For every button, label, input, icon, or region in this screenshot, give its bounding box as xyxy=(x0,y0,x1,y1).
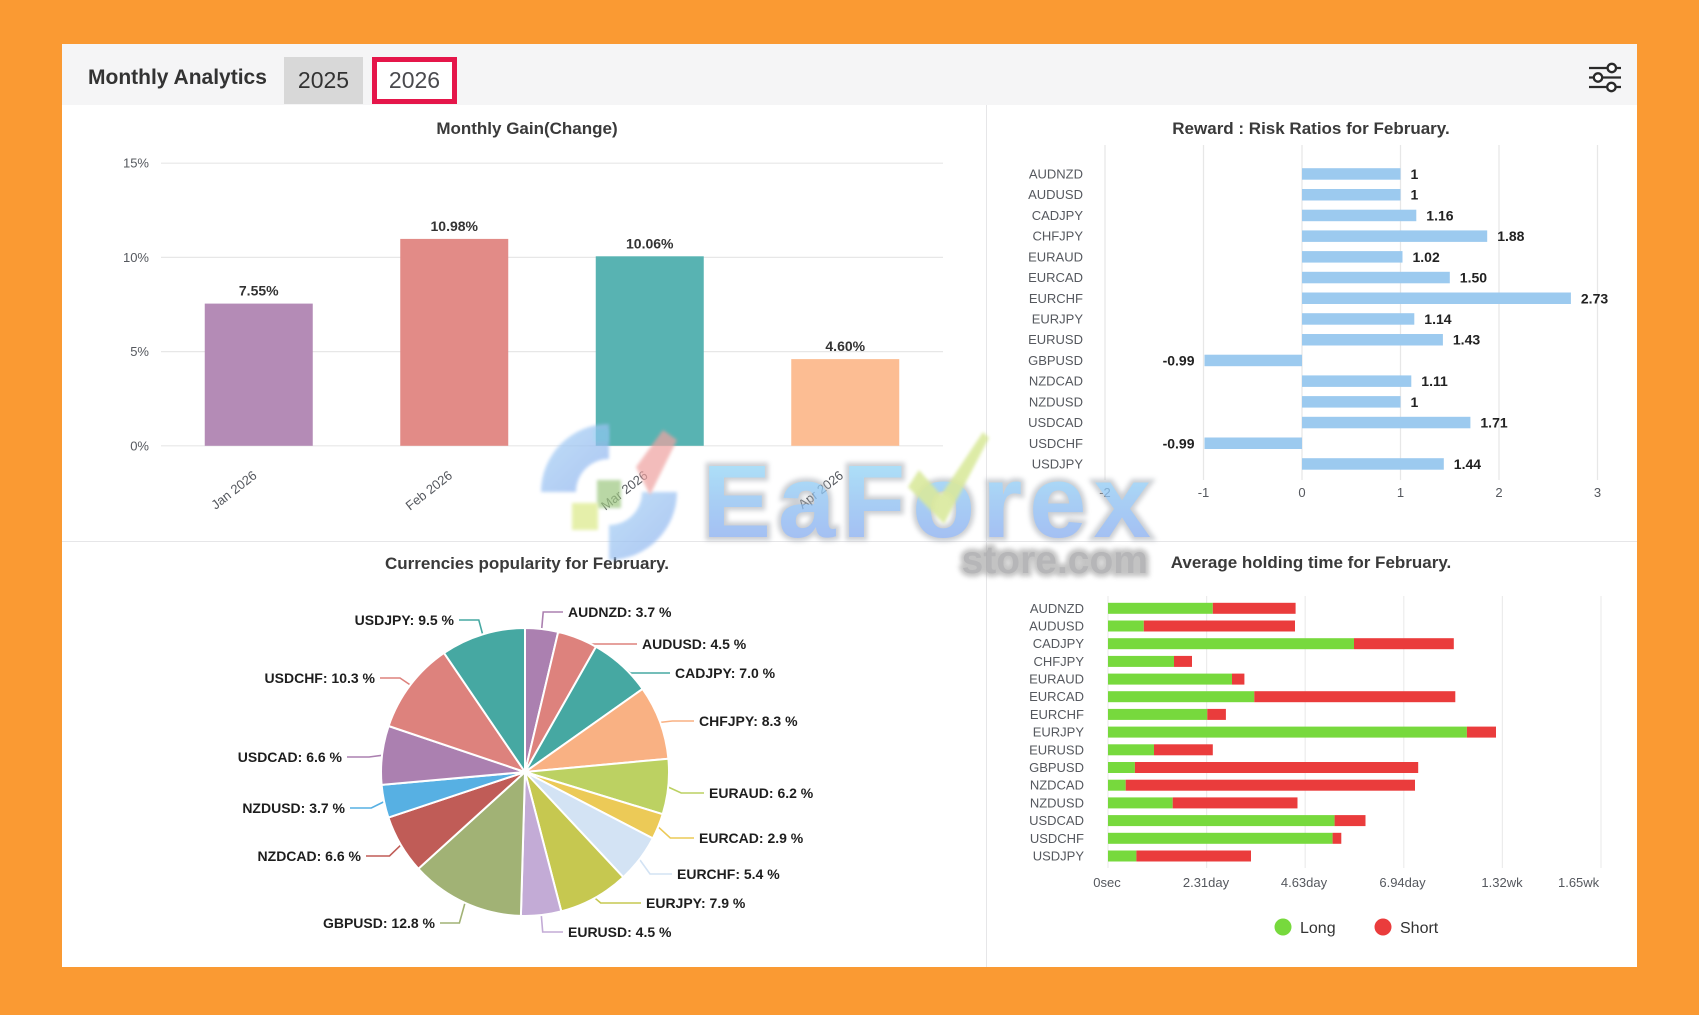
svg-text:EURJPY: EURJPY xyxy=(1032,312,1084,327)
svg-text:EURJPY: EURJPY xyxy=(1033,725,1085,740)
svg-text:NZDCAD: 6.6 %: NZDCAD: 6.6 % xyxy=(258,848,362,864)
svg-text:GBPUSD: GBPUSD xyxy=(1029,760,1084,775)
svg-text:10.06%: 10.06% xyxy=(626,235,674,251)
svg-text:CADJPY: CADJPY xyxy=(1032,208,1084,223)
svg-text:Reward : Risk Ratios for Febru: Reward : Risk Ratios for February. xyxy=(1172,119,1449,138)
svg-text:NZDCAD: NZDCAD xyxy=(1030,778,1084,793)
svg-text:1: 1 xyxy=(1411,187,1419,203)
svg-text:1.11: 1.11 xyxy=(1421,373,1448,389)
svg-text:USDCAD: 6.6 %: USDCAD: 6.6 % xyxy=(238,749,343,765)
svg-text:USDJPY: 9.5 %: USDJPY: 9.5 % xyxy=(355,612,455,628)
svg-text:GBPUSD: GBPUSD xyxy=(1028,353,1083,368)
svg-text:EURCAD: 2.9 %: EURCAD: 2.9 % xyxy=(699,830,804,846)
svg-text:EURCHF: EURCHF xyxy=(1030,707,1084,722)
svg-text:1.16: 1.16 xyxy=(1426,207,1453,223)
svg-text:1.14: 1.14 xyxy=(1424,311,1451,327)
svg-text:1.71: 1.71 xyxy=(1480,415,1507,431)
svg-text:Long: Long xyxy=(1300,920,1336,937)
svg-text:6.94day: 6.94day xyxy=(1379,875,1426,890)
svg-text:USDJPY: USDJPY xyxy=(1032,457,1084,472)
svg-text:Currencies popularity for Febr: Currencies popularity for February. xyxy=(385,554,669,573)
svg-text:EURCHF: 5.4 %: EURCHF: 5.4 % xyxy=(677,866,780,882)
svg-text:0sec: 0sec xyxy=(1093,875,1121,890)
svg-text:USDCAD: USDCAD xyxy=(1029,813,1084,828)
svg-text:-2: -2 xyxy=(1099,485,1111,500)
svg-text:NZDCAD: NZDCAD xyxy=(1029,374,1083,389)
svg-text:USDCHF: USDCHF xyxy=(1030,831,1084,846)
svg-text:1.02: 1.02 xyxy=(1413,249,1440,265)
svg-text:EURAUD: 6.2 %: EURAUD: 6.2 % xyxy=(709,785,814,801)
svg-text:store.com: store.com xyxy=(962,539,1148,582)
svg-text:EURUSD: EURUSD xyxy=(1029,742,1084,757)
svg-text:4.60%: 4.60% xyxy=(825,338,865,354)
svg-text:CHFJPY: 8.3 %: CHFJPY: 8.3 % xyxy=(699,713,798,729)
svg-text:CADJPY: CADJPY xyxy=(1033,636,1085,651)
svg-text:EURAUD: EURAUD xyxy=(1028,249,1083,264)
svg-text:EURUSD: EURUSD xyxy=(1028,332,1083,347)
svg-text:NZDUSD: NZDUSD xyxy=(1029,394,1083,409)
svg-text:NZDUSD: 3.7 %: NZDUSD: 3.7 % xyxy=(242,800,345,816)
svg-text:EURJPY: 7.9 %: EURJPY: 7.9 % xyxy=(646,895,746,911)
svg-text:NZDUSD: NZDUSD xyxy=(1030,795,1084,810)
svg-text:AUDNZD: 3.7 %: AUDNZD: 3.7 % xyxy=(568,604,672,620)
svg-text:1.65wk: 1.65wk xyxy=(1558,875,1600,890)
svg-text:1: 1 xyxy=(1397,485,1404,500)
svg-text:store.com: store.com xyxy=(962,539,1148,582)
svg-text:3: 3 xyxy=(1594,485,1601,500)
svg-text:AUDUSD: 4.5 %: AUDUSD: 4.5 % xyxy=(642,636,747,652)
svg-text:EURCAD: EURCAD xyxy=(1028,270,1083,285)
svg-text:USDCHF: 10.3 %: USDCHF: 10.3 % xyxy=(265,670,376,686)
svg-text:Average holding time for Febru: Average holding time for February. xyxy=(1171,553,1452,572)
svg-text:10%: 10% xyxy=(123,250,149,265)
svg-text:1.50: 1.50 xyxy=(1460,270,1487,286)
svg-text:CHFJPY: CHFJPY xyxy=(1033,654,1084,669)
svg-text:0%: 0% xyxy=(130,438,149,453)
svg-text:Monthly Gain(Change): Monthly Gain(Change) xyxy=(436,119,617,138)
svg-text:Short: Short xyxy=(1400,920,1439,937)
svg-text:-0.99: -0.99 xyxy=(1163,352,1195,368)
svg-text:USDCAD: USDCAD xyxy=(1028,415,1083,430)
svg-text:CHFJPY: CHFJPY xyxy=(1032,229,1083,244)
svg-text:1: 1 xyxy=(1411,166,1419,182)
svg-text:GBPUSD: 12.8 %: GBPUSD: 12.8 % xyxy=(323,915,436,931)
svg-text:5%: 5% xyxy=(130,344,149,359)
svg-text:-0.99: -0.99 xyxy=(1163,435,1195,451)
svg-text:1.43: 1.43 xyxy=(1453,332,1480,348)
svg-text:10.98%: 10.98% xyxy=(431,218,479,234)
svg-text:USDJPY: USDJPY xyxy=(1033,849,1085,864)
svg-text:AUDUSD: AUDUSD xyxy=(1028,187,1083,202)
svg-text:-1: -1 xyxy=(1198,485,1210,500)
svg-text:EURCAD: EURCAD xyxy=(1029,689,1084,704)
svg-text:1.44: 1.44 xyxy=(1454,456,1481,472)
svg-text:EURAUD: EURAUD xyxy=(1029,672,1084,687)
svg-text:0: 0 xyxy=(1298,485,1305,500)
svg-text:USDCHF: USDCHF xyxy=(1029,436,1083,451)
svg-text:EURUSD: 4.5 %: EURUSD: 4.5 % xyxy=(568,924,672,940)
svg-text:EURCHF: EURCHF xyxy=(1029,291,1083,306)
svg-text:7.55%: 7.55% xyxy=(239,283,279,299)
svg-text:AUDUSD: AUDUSD xyxy=(1029,619,1084,634)
svg-text:15%: 15% xyxy=(123,156,149,171)
svg-text:1.88: 1.88 xyxy=(1497,228,1524,244)
svg-text:2.73: 2.73 xyxy=(1581,290,1608,306)
svg-text:2: 2 xyxy=(1495,485,1502,500)
svg-text:AUDNZD: AUDNZD xyxy=(1030,601,1084,616)
svg-text:1: 1 xyxy=(1411,394,1419,410)
svg-text:4.63day: 4.63day xyxy=(1281,875,1328,890)
svg-text:1.32wk: 1.32wk xyxy=(1481,875,1523,890)
svg-text:AUDNZD: AUDNZD xyxy=(1029,167,1083,182)
svg-text:CADJPY: 7.0 %: CADJPY: 7.0 % xyxy=(675,665,776,681)
svg-text:2.31day: 2.31day xyxy=(1183,875,1230,890)
